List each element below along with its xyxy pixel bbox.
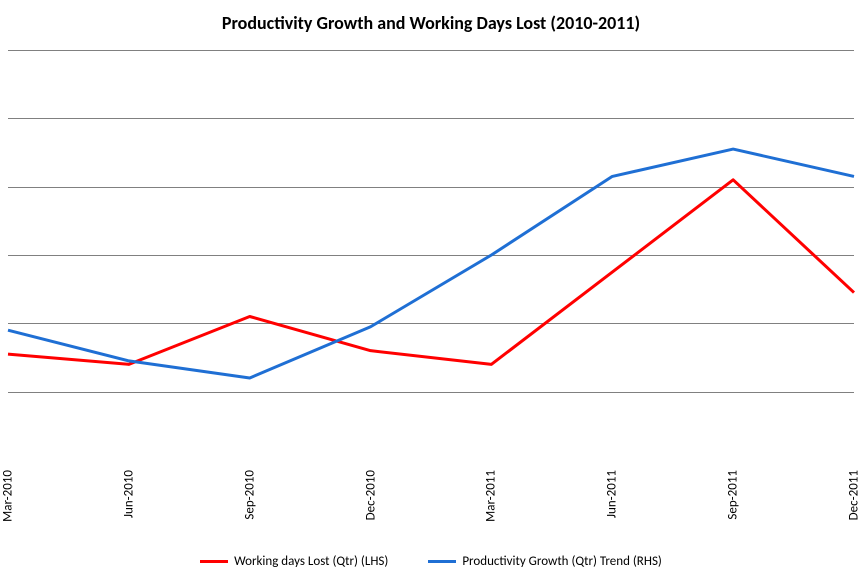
x-axis-label: Sep-2010 (242, 470, 257, 520)
x-axis-label: Mar-2011 (484, 470, 499, 522)
series-line (8, 180, 854, 365)
series-layer (8, 50, 854, 460)
x-axis-label: Jun-2010 (121, 470, 136, 518)
legend-item: Productivity Growth (Qtr) Trend (RHS) (428, 554, 662, 569)
legend-swatch (200, 560, 228, 563)
x-axis-label: Mar-2010 (1, 470, 16, 522)
legend-item: Working days Lost (Qtr) (LHS) (200, 554, 388, 569)
x-axis-label: Sep-2011 (726, 470, 741, 520)
chart-root: Productivity Growth and Working Days Los… (0, 0, 862, 575)
chart-title: Productivity Growth and Working Days Los… (0, 12, 862, 34)
legend: Working days Lost (Qtr) (LHS) Productivit… (0, 554, 862, 569)
legend-label: Working days Lost (Qtr) (LHS) (234, 554, 388, 569)
x-axis-label: Dec-2010 (363, 470, 378, 520)
x-axis-label: Dec-2011 (847, 470, 862, 520)
legend-label: Productivity Growth (Qtr) Trend (RHS) (462, 554, 662, 569)
x-axis-label: Jun-2011 (605, 470, 620, 518)
legend-swatch (428, 560, 456, 563)
plot-area: Mar-2010Jun-2010Sep-2010Dec-2010Mar-2011… (8, 50, 854, 460)
